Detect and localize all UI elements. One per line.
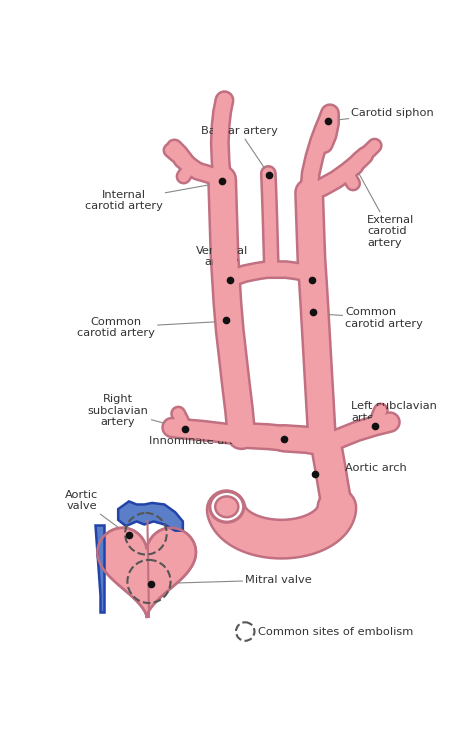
- Text: External
carotid
artery: External carotid artery: [355, 166, 414, 248]
- Text: Carotid siphon: Carotid siphon: [328, 109, 434, 121]
- Text: Common
carotid artery: Common carotid artery: [77, 316, 227, 338]
- Text: Internal
carotid artery: Internal carotid artery: [85, 183, 221, 211]
- Polygon shape: [95, 525, 104, 613]
- Ellipse shape: [215, 497, 238, 517]
- Text: Vertebral
artery: Vertebral artery: [196, 246, 251, 273]
- Polygon shape: [97, 528, 196, 617]
- Text: Left subclavian
artery: Left subclavian artery: [352, 401, 438, 426]
- Text: Common sites of embolism: Common sites of embolism: [258, 627, 414, 636]
- Ellipse shape: [210, 491, 244, 522]
- Text: Aortic arch: Aortic arch: [319, 463, 407, 477]
- Text: Basilar artery: Basilar artery: [201, 126, 278, 175]
- Text: Mitral valve: Mitral valve: [151, 575, 312, 585]
- Text: Common
carotid artery: Common carotid artery: [313, 307, 423, 329]
- Polygon shape: [118, 501, 183, 531]
- Text: Innominate artery: Innominate artery: [149, 436, 284, 446]
- Text: Right
subclavian
artery: Right subclavian artery: [88, 394, 185, 429]
- Text: Aortic
valve: Aortic valve: [65, 490, 129, 535]
